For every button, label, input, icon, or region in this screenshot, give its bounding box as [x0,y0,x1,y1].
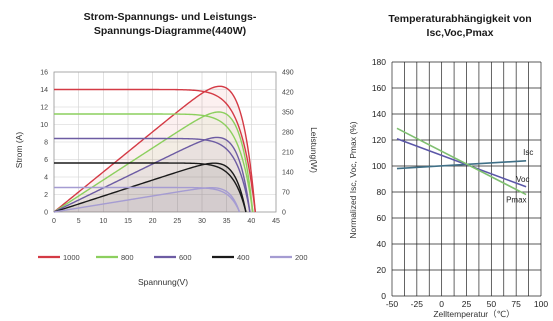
temp-y-tick-label: 180 [372,57,386,67]
temp-series-label-pmax: Pmax [506,196,526,205]
iv-x-tick-label: 15 [124,218,132,225]
temp-x-tick-label: 50 [487,299,497,309]
temp-x-axis-label: Zelltemperatur（℃） [433,309,514,319]
iv-y-axis-label: Strom (A) [14,132,24,169]
iv-legend-label-200: 200 [295,253,308,262]
iv-y-tick-label: 14 [40,87,48,94]
iv-y-tick-label: 4 [44,175,48,182]
temp-x-ticks: -50 -25 0 25 50 75 100 [386,299,549,309]
temp-x-tick-label: 75 [511,299,521,309]
temperature-chart: Temperaturabhängigkeit von Isc,Voc,Pmax … [348,13,548,319]
temp-grid [391,61,542,297]
iv-power-area-1000 [54,86,256,212]
iv-y-tick-label: 16 [40,70,48,77]
iv-x-tick-label: 45 [272,218,280,225]
temp-lines [396,127,527,196]
iv-x-tick-label: 40 [247,218,255,225]
iv-y-ticks: 0 2 4 6 8 10 12 14 16 [40,70,48,217]
temp-x-tick-label: -50 [386,299,399,309]
iv-x-tick-label: 25 [173,218,181,225]
iv-pv-chart: Strom-Spannungs- und Leistungs- Spannung… [14,11,319,287]
temp-y-tick-label: 40 [377,239,387,249]
temp-x-tick-label: 100 [534,299,548,309]
iv-legend-label-400: 400 [237,253,250,262]
iv-plot-frame [53,71,277,213]
iv-y2-axis-label: Leistung(W) [309,127,319,173]
iv-y2-tick-label: 140 [282,170,294,177]
iv-y2-tick-label: 420 [282,90,294,97]
temp-x-tick-label: 0 [439,299,444,309]
iv-x-tick-label: 0 [52,218,56,225]
iv-x-axis-label: Spannung(V) [138,277,188,287]
iv-y2-tick-label: 350 [282,110,294,117]
iv-y2-tick-label: 490 [282,70,294,77]
temp-series-label-isc: Isc [523,148,533,157]
iv-y2-tick-label: 0 [282,210,286,217]
iv-x-tick-label: 30 [198,218,206,225]
iv-legend-label-600: 600 [179,253,192,262]
iv-current-curve-600 [54,137,251,213]
iv-y2-ticks: 0 70 140 210 280 350 420 490 [282,70,294,217]
iv-chart-title-line-1: Strom-Spannungs- und Leistungs- [84,11,257,23]
iv-x-ticks: 0 5 10 15 20 25 30 35 40 45 [52,218,280,225]
temp-series-labels: Isc Voc Pmax [506,148,533,205]
temp-y-tick-label: 100 [372,161,386,171]
iv-y-tick-label: 10 [40,122,48,129]
iv-power-curve-400 [53,162,247,213]
temp-y-tick-label: 20 [377,265,387,275]
temp-y-tick-label: 120 [372,135,386,145]
temp-y-tick-label: 80 [377,187,387,197]
temp-series-label-voc: Voc [516,175,529,184]
temp-y-tick-label: 140 [372,109,386,119]
temp-chart-title-line-2: Isc,Voc,Pmax [427,27,494,39]
iv-x-tick-label: 35 [223,218,231,225]
iv-y2-tick-label: 280 [282,130,294,137]
temp-y-tick-label: 160 [372,83,386,93]
iv-y-tick-label: 2 [44,192,48,199]
temp-line-voc [396,137,527,188]
iv-power-curve-200 [53,187,241,213]
iv-chart-title-line-2: Spannungs-Diagramme(440W) [94,25,246,37]
iv-legend-label-800: 800 [121,253,134,262]
iv-legend: 1000 800 600 400 200 [38,253,308,262]
iv-power-area-600 [54,137,250,212]
iv-current-curve-400 [54,162,247,213]
iv-power-curve-600 [53,136,251,213]
iv-current-curve-800 [54,113,254,213]
iv-y2-tick-label: 210 [282,150,294,157]
iv-power-curve-1000 [53,85,256,213]
temp-y-axis-label: Normalized Isc, Voc, Pmax (%) [348,121,358,238]
iv-y-tick-label: 12 [40,105,48,112]
iv-curves [53,85,256,213]
iv-y-tick-label: 8 [44,140,48,147]
iv-x-tick-label: 20 [149,218,157,225]
temp-y-tick-label: 0 [381,291,386,301]
temp-line-pmax [396,127,527,196]
temp-y-tick-label: 60 [377,213,387,223]
temp-line-isc [396,160,527,170]
temp-chart-title-line-1: Temperaturabhängigkeit von [388,13,531,25]
iv-legend-label-1000: 1000 [63,253,80,262]
iv-current-curve-1000 [54,88,256,213]
temp-y-ticks: 0 20 40 60 80 100 120 140 160 180 [372,57,386,301]
iv-power-curve-800 [53,111,254,213]
temp-x-tick-label: 25 [462,299,472,309]
iv-x-tick-label: 10 [99,218,107,225]
temp-x-tick-label: -25 [411,299,424,309]
iv-x-tick-label: 5 [77,218,81,225]
iv-y-tick-label: 0 [44,210,48,217]
iv-power-area-200 [54,187,240,212]
iv-y-tick-label: 6 [44,157,48,164]
iv-y2-tick-label: 70 [282,190,290,197]
